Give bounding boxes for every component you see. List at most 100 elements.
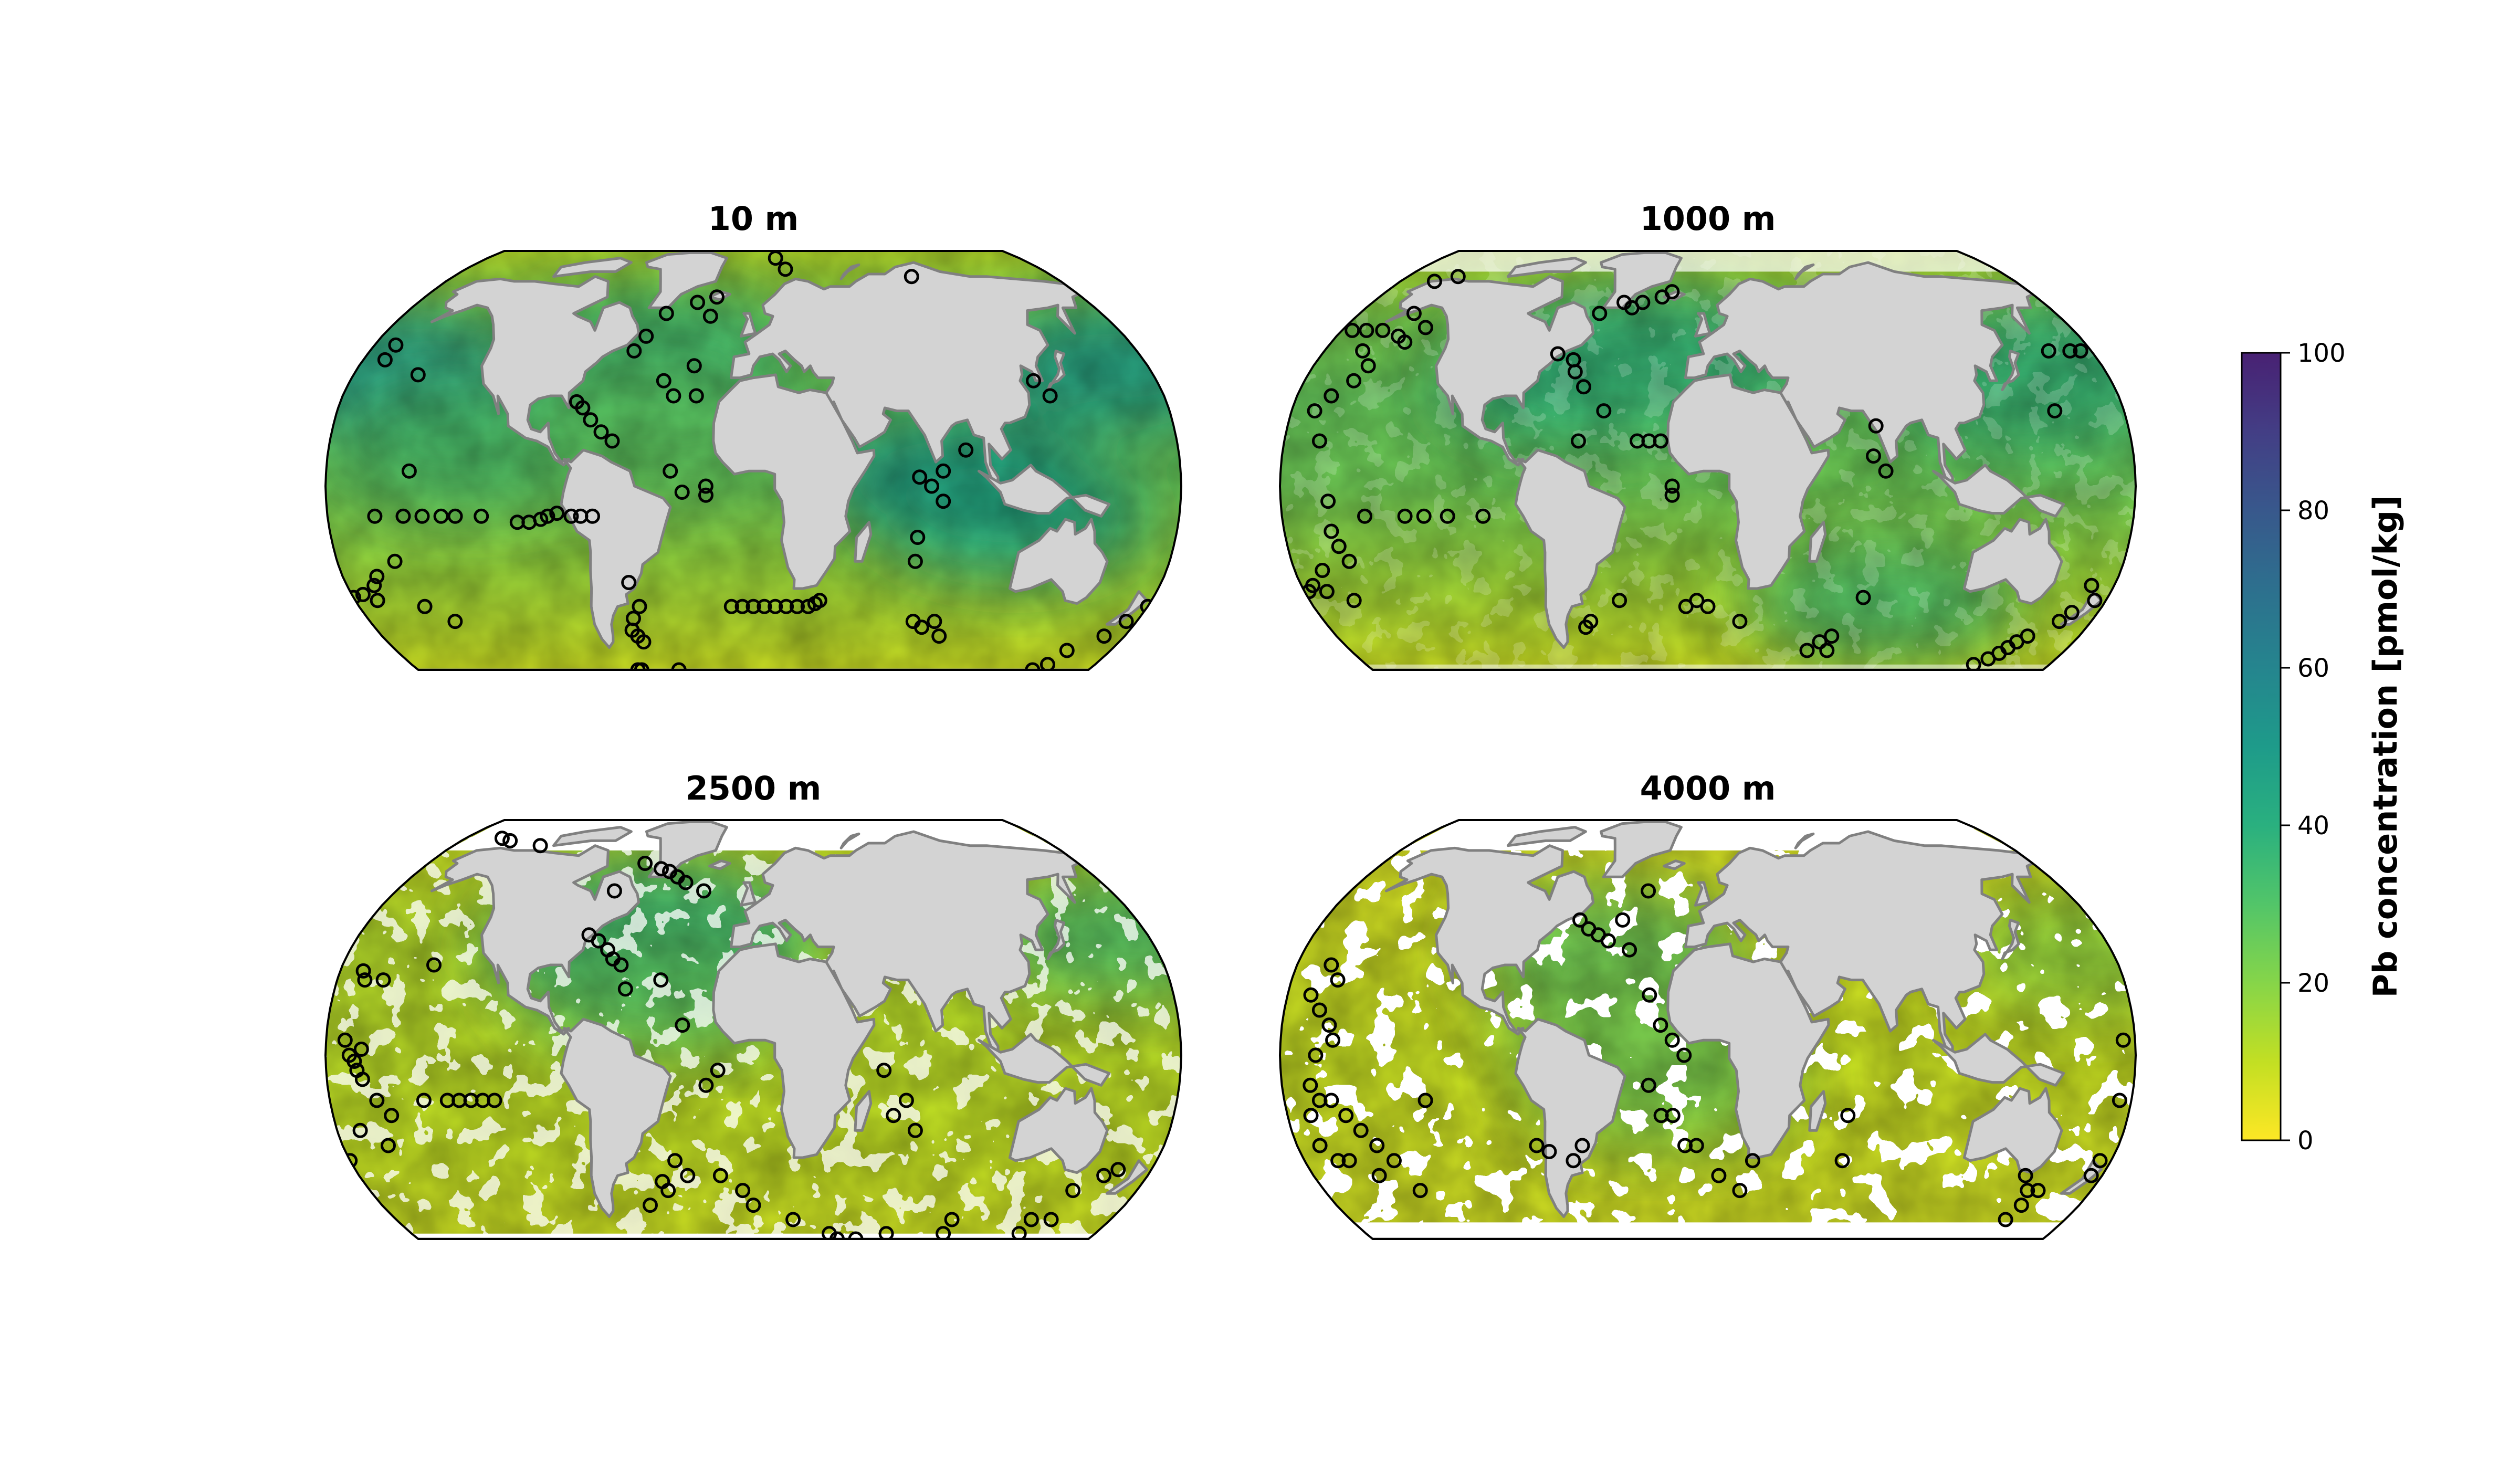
- station-marker: [643, 1198, 658, 1213]
- station-marker: [1325, 1032, 1341, 1048]
- station-marker: [1855, 590, 1871, 605]
- station-marker: [746, 598, 761, 614]
- map-outline: [1278, 819, 2137, 1240]
- station-marker: [613, 957, 629, 973]
- station-marker: [1357, 508, 1372, 524]
- station-marker: [2013, 1198, 2029, 1213]
- landmass-eurasia: [1684, 261, 2034, 485]
- colorbar-tick-label: 40: [2297, 811, 2329, 841]
- station-marker: [1346, 593, 1362, 608]
- station-marker: [1040, 657, 1055, 670]
- station-marker: [426, 957, 442, 973]
- station-marker: [474, 508, 489, 524]
- station-marker: [2047, 403, 2063, 419]
- station-marker: [1397, 334, 1413, 350]
- station-marker: [626, 343, 642, 359]
- landmass-uk: [739, 881, 757, 907]
- station-marker: [936, 463, 951, 479]
- station-marker: [1315, 563, 1330, 578]
- station-marker: [898, 1093, 914, 1108]
- station-marker: [1840, 1108, 1856, 1124]
- station-marker: [1369, 1138, 1385, 1153]
- station-marker: [1664, 284, 1680, 300]
- landmass-greenland: [1600, 820, 1683, 878]
- station-marker: [575, 400, 591, 416]
- station-marker: [931, 628, 947, 644]
- station-marker: [410, 367, 426, 383]
- station-marker: [1615, 912, 1631, 928]
- station-marker: [1042, 388, 1058, 404]
- station-marker: [1578, 620, 1594, 635]
- station-marker: [1353, 1122, 1369, 1138]
- station-marker: [878, 1226, 894, 1239]
- map-panel-10m: 10 m: [324, 200, 1183, 671]
- landmass-australia: [1962, 518, 2063, 605]
- station-marker: [696, 883, 711, 899]
- landmass-greenland: [645, 820, 728, 878]
- station-marker: [487, 1093, 502, 1108]
- landmass-indonesia: [978, 464, 1111, 518]
- station-marker: [1341, 1153, 1357, 1169]
- station-marker: [1576, 379, 1591, 395]
- station-marker: [2092, 1153, 2108, 1169]
- station-marker: [663, 463, 678, 479]
- station-marker: [653, 972, 669, 988]
- station-marker: [591, 933, 606, 949]
- station-marker: [1664, 478, 1680, 494]
- station-marker: [2087, 593, 2103, 608]
- concentration-field: [326, 251, 1181, 670]
- map-panel-4000m: 4000 m: [1278, 769, 2137, 1240]
- station-marker: [2018, 1168, 2033, 1183]
- landmass-svalbard-novaya: [1794, 263, 1815, 280]
- station-marker: [656, 373, 671, 388]
- station-marker: [1868, 418, 1884, 434]
- landmass-north-america: [1385, 844, 1595, 1036]
- station-marker: [1397, 508, 1413, 524]
- landmass-africa: [712, 942, 876, 1159]
- station-marker: [1550, 346, 1566, 362]
- landmass-greenland: [1600, 251, 1683, 309]
- landmass-south-america: [560, 1017, 672, 1218]
- map-outline: [324, 819, 1183, 1240]
- station-marker: [1572, 912, 1588, 928]
- landmass-north-america: [430, 844, 640, 1036]
- station-marker: [447, 508, 463, 524]
- station-marker: [638, 328, 654, 344]
- station-marker: [369, 569, 385, 584]
- station-marker: [1567, 364, 1583, 380]
- landmass-australia: [1008, 518, 1109, 605]
- station-marker: [1338, 1108, 1354, 1124]
- station-marker: [698, 487, 713, 503]
- station-marker: [617, 981, 633, 997]
- station-marker: [447, 614, 463, 629]
- station-marker: [1371, 1168, 1387, 1183]
- station-marker: [1732, 1183, 1748, 1199]
- station-marker: [958, 442, 974, 458]
- station-marker: [1450, 269, 1466, 285]
- station-marker: [674, 485, 690, 500]
- station-marker: [2064, 605, 2080, 621]
- station-marker: [660, 1183, 676, 1199]
- station-marker: [710, 1063, 726, 1078]
- station-marker: [1440, 508, 1455, 524]
- station-marker: [637, 856, 653, 871]
- station-marker: [2115, 1032, 2131, 1048]
- map-panel-1000m: 1000 m: [1278, 200, 2137, 671]
- station-marker: [924, 478, 940, 494]
- landmass-north-america: [1385, 275, 1595, 467]
- station-marker: [735, 1183, 751, 1199]
- landmass-eurasia: [730, 830, 1080, 1054]
- station-marker: [1324, 957, 1339, 973]
- station-marker: [1676, 1047, 1692, 1063]
- station-marker: [1311, 433, 1327, 449]
- station-marker: [1303, 1077, 1318, 1093]
- station-marker: [1475, 508, 1491, 524]
- station-marker: [654, 861, 669, 877]
- station-marker: [1341, 553, 1357, 569]
- station-marker: [1653, 433, 1668, 449]
- station-marker: [927, 614, 942, 629]
- station-marker: [1324, 388, 1339, 404]
- station-marker: [1566, 1153, 1581, 1169]
- landmass-canadian-arctic: [1506, 257, 1587, 278]
- station-marker: [1355, 343, 1371, 359]
